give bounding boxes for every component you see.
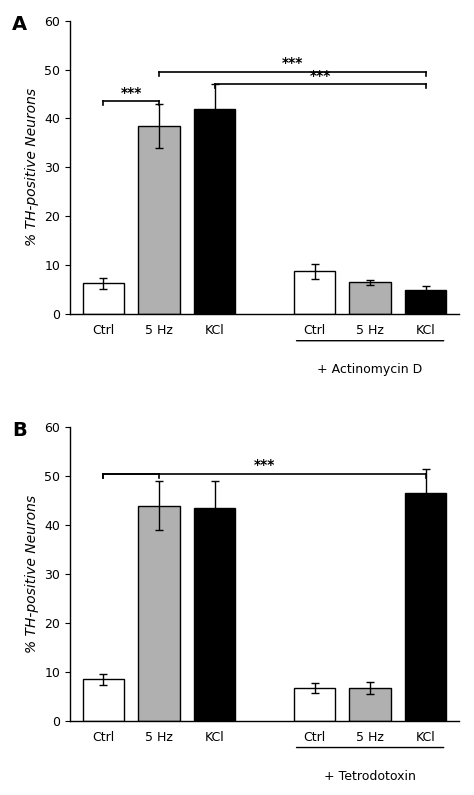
Text: B: B [12,421,27,440]
Bar [294,271,336,314]
Bar [349,688,391,721]
Bar [194,109,236,314]
Bar [138,126,180,314]
Text: ***: *** [282,56,303,71]
Bar [82,284,124,314]
Text: + Tetrodotoxin: + Tetrodotoxin [324,770,416,782]
Bar [194,508,236,721]
Bar [405,290,447,314]
Text: + Actinomycin D: + Actinomycin D [318,363,423,376]
Y-axis label: % TH-positive Neurons: % TH-positive Neurons [25,88,39,246]
Text: ***: *** [310,68,331,83]
Bar [405,494,447,721]
Bar [138,506,180,721]
Text: ***: *** [120,86,142,100]
Bar [349,282,391,314]
Bar [82,680,124,721]
Y-axis label: % TH-positive Neurons: % TH-positive Neurons [25,495,39,653]
Text: A: A [12,14,27,33]
Bar [294,688,336,721]
Text: ***: *** [254,459,275,472]
